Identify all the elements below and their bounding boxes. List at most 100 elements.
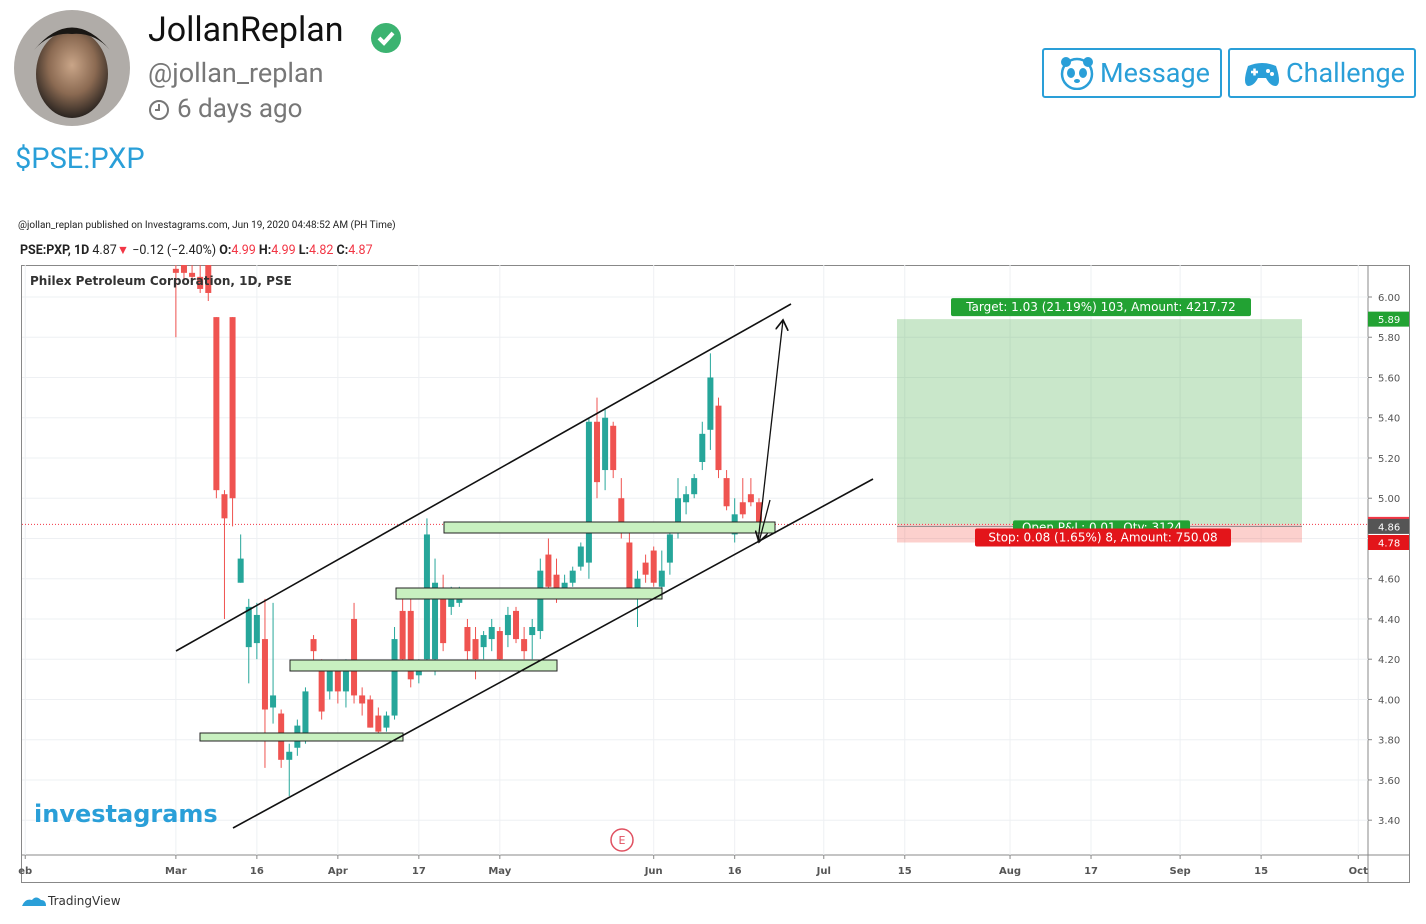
x-tick-label: 17 [412,866,426,877]
candle-body [440,598,447,644]
value: 4.82 [309,243,334,258]
candle-body [634,578,641,591]
x-tick-label: Sep [1170,866,1191,877]
challenge-button[interactable]: Challenge [1228,48,1416,98]
x-tick-label: 15 [898,866,912,877]
y-tick-label: 5.00 [1378,494,1400,505]
y-tick-label: 5.40 [1378,414,1400,425]
candle-body [310,639,317,652]
y-tick-label: 6.00 [1378,293,1400,304]
symbol: PSE:PXP, 1D [20,243,90,258]
candle-body [180,265,187,273]
candle-body [723,478,730,507]
candle-body [245,606,252,648]
candle-body [197,276,204,289]
candle-body [302,691,309,740]
candle-body [488,627,495,640]
candle-body [221,494,228,519]
candle-body [747,494,754,503]
candle-body [391,639,398,716]
candle-body [375,715,382,732]
chart-title: Philex Petroleum Corporation, 1D, PSE [30,274,292,288]
event-marker[interactable] [610,828,634,852]
candle-body [658,570,665,587]
candle-body [594,421,601,483]
candle-body [504,614,511,636]
panda-icon [1060,57,1094,90]
x-tick-label: eb [18,866,32,877]
support-zone [395,587,663,600]
avatar[interactable] [14,10,130,126]
y-tick-label: 4.00 [1378,695,1400,706]
x-tick-label: Apr [328,866,348,877]
candle-body [699,433,706,463]
candle-body [326,671,333,692]
candle-body [399,610,406,660]
x-tick-label: Jun [644,866,663,877]
x-tick-label: Mar [165,866,187,877]
candle-body [480,635,487,648]
price-label-box [1368,311,1409,327]
candle-body [237,558,244,583]
candle-body [618,498,625,531]
candle-body [626,542,633,591]
candle-body [602,417,609,471]
label: L: [298,243,310,258]
candle-body [407,610,414,680]
candle-body [585,421,592,563]
y-tick-label: 3.40 [1378,816,1400,827]
event-label: E [619,834,626,847]
candle-body [270,695,277,708]
candle-body [707,377,714,430]
down-arrow: ▼ [116,243,130,258]
last-price: 4.87 [92,243,117,258]
candle-body [513,610,520,640]
y-tick-label: 4.20 [1378,655,1400,666]
candle-body [496,631,503,660]
x-tick-label: 16 [250,866,264,877]
projection-arrow [759,499,771,542]
y-tick-label: 5.60 [1378,373,1400,384]
candle-body [464,627,471,652]
candle-body [691,478,698,495]
support-zone [199,732,404,742]
user-handle: @jollan_replan [148,57,324,89]
value: 4.99 [271,243,296,258]
chart-frame [21,265,1410,883]
candle-body [683,494,690,503]
candle-body [334,667,341,692]
price-label-box [1368,534,1409,550]
ohlc-legend: PSE:PXP, 1D 4.87▼ −0.12 (−2.40%) O:4.99 … [20,243,373,258]
x-tick-label: 17 [1084,866,1098,877]
target-label: Target: 1.03 (21.19%) 103, Amount: 4217.… [965,300,1236,314]
candle-body [172,268,179,273]
candle-body [642,562,649,575]
candle-body [359,695,366,704]
user-name[interactable]: JollanReplan [148,10,344,50]
ticker-link[interactable]: $PSE:PXP [15,142,145,176]
label: C: [336,243,349,258]
x-tick-label: Aug [999,866,1021,877]
candle-body [253,614,260,644]
candle-body [545,554,552,587]
candle-body [561,582,568,591]
candle-body [342,663,349,692]
message-button[interactable]: Message [1042,48,1222,98]
candle-body [213,317,220,491]
y-tick-label: 5.80 [1378,333,1400,344]
candle-body [318,663,325,712]
support-zone [289,659,558,672]
candle-body [537,570,544,632]
value: 4.99 [231,243,256,258]
price-label: 4.86 [1378,522,1400,533]
support-zone [443,521,776,534]
channel-line [175,303,792,652]
candle-body [521,639,528,652]
candle-body [448,594,455,607]
stop-label-box [975,528,1231,547]
watermark: investagrams [34,800,218,828]
candle-body [553,574,560,599]
candle-body [755,502,762,525]
